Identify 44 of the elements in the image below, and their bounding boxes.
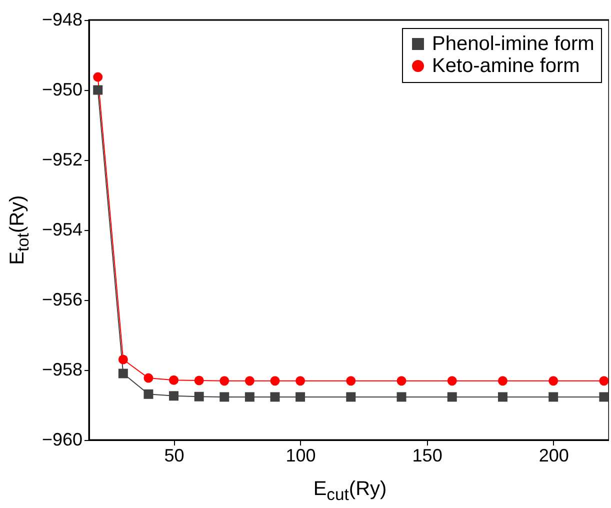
y-tick-label: −956 [42,290,82,310]
x-tick-label: 200 [538,446,569,466]
y-tick-label: −960 [42,430,82,450]
x-axis-title: E$_{cut}$(Ry) [313,478,387,505]
x-tick-label: 50 [164,446,184,466]
point [599,376,609,386]
point [144,373,154,383]
point [447,392,457,402]
legend-label: Phenol-imine form [432,33,594,55]
y-tick-label: −958 [42,360,82,380]
point [118,368,128,378]
point [270,376,280,386]
y-tick-label: −948 [42,10,82,30]
x-tick-label: 100 [286,446,316,466]
point [270,392,280,402]
legend-label: Keto-amine form [432,55,580,77]
point [169,375,179,385]
y-tick-label: −952 [42,150,82,170]
x-tick-label: 150 [412,446,442,466]
point [346,376,356,386]
point [169,391,179,401]
point [447,376,457,386]
point [346,392,356,402]
point [396,392,406,402]
point [296,392,306,402]
point [220,392,230,402]
point [244,392,254,402]
point [296,376,306,386]
point [548,376,558,386]
point [599,392,609,402]
point [244,376,254,386]
point [220,376,230,386]
point [144,389,154,399]
point [194,376,204,386]
point [396,376,406,386]
y-tick-label: −950 [42,80,82,100]
point [93,85,103,95]
point [93,72,103,82]
point [498,376,508,386]
point [118,354,128,364]
y-tick-label: −954 [42,220,82,240]
point [548,392,558,402]
point [498,392,508,402]
point [194,392,204,402]
